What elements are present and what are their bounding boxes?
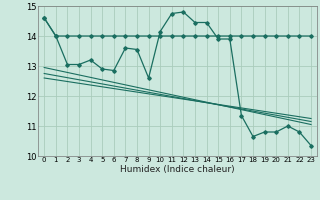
X-axis label: Humidex (Indice chaleur): Humidex (Indice chaleur) bbox=[120, 165, 235, 174]
